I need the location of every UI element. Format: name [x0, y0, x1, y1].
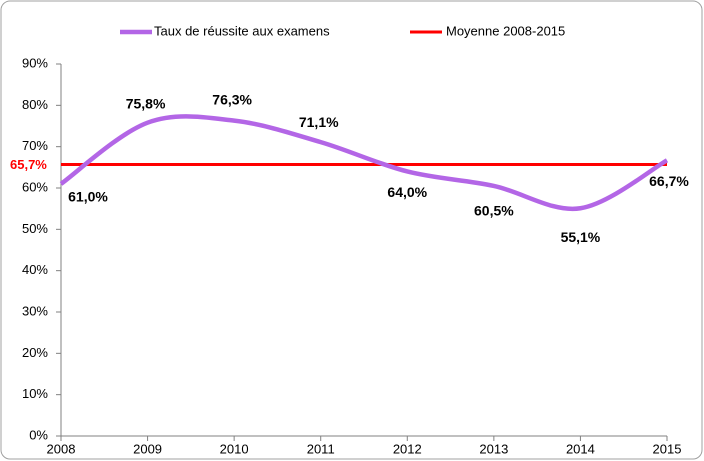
x-tick-label: 2014 [566, 441, 595, 456]
data-label: 60,5% [474, 203, 514, 219]
x-tick-label: 2012 [393, 441, 422, 456]
x-tick-label: 2009 [133, 441, 162, 456]
y-tick-label: 90% [22, 55, 48, 70]
y-tick-label: 30% [22, 303, 48, 318]
series-line [59, 114, 669, 212]
data-label: 55,1% [561, 229, 601, 245]
data-label: 66,7% [649, 173, 689, 189]
x-tick-label: 2008 [47, 441, 76, 456]
x-tick-label: 2013 [479, 441, 508, 456]
y-tick-label: 50% [22, 221, 48, 236]
y-tick-label: 80% [22, 97, 48, 112]
data-label: 71,1% [299, 114, 339, 130]
data-label: 64,0% [387, 184, 427, 200]
y-tick-label: 0% [29, 427, 48, 442]
data-label: 75,8% [126, 95, 166, 111]
y-tick-label: 20% [22, 345, 48, 360]
y-tick-label: 70% [22, 138, 48, 153]
x-tick-label: 2015 [653, 441, 682, 456]
legend-label: Taux de réussite aux examens [154, 23, 330, 38]
x-tick-label: 2011 [307, 441, 335, 456]
y-tick-label: 40% [22, 262, 48, 277]
legend-label: Moyenne 2008-2015 [446, 23, 565, 38]
x-tick-label: 2010 [220, 441, 249, 456]
y-tick-label: 10% [22, 386, 48, 401]
data-label: 76,3% [212, 91, 252, 107]
data-label: 61,0% [68, 189, 108, 205]
average-label: 65,7% [10, 157, 47, 172]
y-tick-label: 60% [22, 179, 48, 194]
